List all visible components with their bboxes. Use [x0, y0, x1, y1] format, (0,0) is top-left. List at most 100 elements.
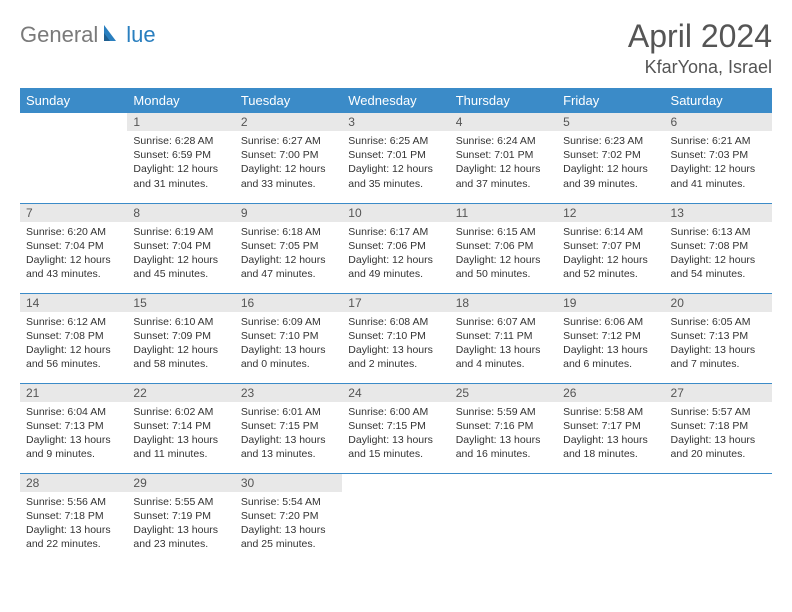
daylight-text-2: and 20 minutes.	[671, 447, 766, 461]
day-number: 12	[557, 204, 664, 222]
weekday-header: Monday	[127, 88, 234, 113]
day-number: 29	[127, 474, 234, 492]
day-details: Sunrise: 6:24 AMSunset: 7:01 PMDaylight:…	[450, 131, 557, 195]
sunrise-text: Sunrise: 5:58 AM	[563, 405, 658, 419]
sunrise-text: Sunrise: 6:06 AM	[563, 315, 658, 329]
daylight-text: Daylight: 12 hours	[26, 253, 121, 267]
day-number: 19	[557, 294, 664, 312]
daylight-text-2: and 39 minutes.	[563, 177, 658, 191]
day-number: 14	[20, 294, 127, 312]
sunset-text: Sunset: 7:15 PM	[348, 419, 443, 433]
daylight-text: Daylight: 12 hours	[241, 162, 336, 176]
sunrise-text: Sunrise: 6:17 AM	[348, 225, 443, 239]
sunset-text: Sunset: 7:02 PM	[563, 148, 658, 162]
calendar-cell: 30Sunrise: 5:54 AMSunset: 7:20 PMDayligh…	[235, 473, 342, 563]
daylight-text: Daylight: 13 hours	[563, 343, 658, 357]
day-details: Sunrise: 6:23 AMSunset: 7:02 PMDaylight:…	[557, 131, 664, 195]
calendar-table: Sunday Monday Tuesday Wednesday Thursday…	[20, 88, 772, 563]
sunrise-text: Sunrise: 6:10 AM	[133, 315, 228, 329]
calendar-cell: 20Sunrise: 6:05 AMSunset: 7:13 PMDayligh…	[665, 293, 772, 383]
daylight-text-2: and 25 minutes.	[241, 537, 336, 551]
weekday-header: Saturday	[665, 88, 772, 113]
daylight-text-2: and 41 minutes.	[671, 177, 766, 191]
calendar-cell: 16Sunrise: 6:09 AMSunset: 7:10 PMDayligh…	[235, 293, 342, 383]
day-number: 16	[235, 294, 342, 312]
calendar-cell: 21Sunrise: 6:04 AMSunset: 7:13 PMDayligh…	[20, 383, 127, 473]
day-details: Sunrise: 6:09 AMSunset: 7:10 PMDaylight:…	[235, 312, 342, 376]
sunset-text: Sunset: 7:18 PM	[671, 419, 766, 433]
daylight-text-2: and 18 minutes.	[563, 447, 658, 461]
sunrise-text: Sunrise: 6:13 AM	[671, 225, 766, 239]
sunrise-text: Sunrise: 5:55 AM	[133, 495, 228, 509]
daylight-text-2: and 35 minutes.	[348, 177, 443, 191]
sunset-text: Sunset: 7:13 PM	[671, 329, 766, 343]
day-details: Sunrise: 6:20 AMSunset: 7:04 PMDaylight:…	[20, 222, 127, 286]
day-number: 24	[342, 384, 449, 402]
calendar-cell: 18Sunrise: 6:07 AMSunset: 7:11 PMDayligh…	[450, 293, 557, 383]
calendar-cell: 29Sunrise: 5:55 AMSunset: 7:19 PMDayligh…	[127, 473, 234, 563]
calendar-cell: 11Sunrise: 6:15 AMSunset: 7:06 PMDayligh…	[450, 203, 557, 293]
sunset-text: Sunset: 7:07 PM	[563, 239, 658, 253]
sunset-text: Sunset: 7:11 PM	[456, 329, 551, 343]
day-details: Sunrise: 6:28 AMSunset: 6:59 PMDaylight:…	[127, 131, 234, 195]
calendar-cell: 23Sunrise: 6:01 AMSunset: 7:15 PMDayligh…	[235, 383, 342, 473]
day-details: Sunrise: 6:08 AMSunset: 7:10 PMDaylight:…	[342, 312, 449, 376]
daylight-text-2: and 0 minutes.	[241, 357, 336, 371]
day-details: Sunrise: 6:15 AMSunset: 7:06 PMDaylight:…	[450, 222, 557, 286]
daylight-text-2: and 52 minutes.	[563, 267, 658, 281]
sunset-text: Sunset: 7:15 PM	[241, 419, 336, 433]
sunset-text: Sunset: 7:18 PM	[26, 509, 121, 523]
calendar-cell: 8Sunrise: 6:19 AMSunset: 7:04 PMDaylight…	[127, 203, 234, 293]
day-number: 20	[665, 294, 772, 312]
daylight-text: Daylight: 13 hours	[671, 343, 766, 357]
daylight-text-2: and 50 minutes.	[456, 267, 551, 281]
sunrise-text: Sunrise: 6:04 AM	[26, 405, 121, 419]
calendar-cell	[342, 473, 449, 563]
daylight-text-2: and 11 minutes.	[133, 447, 228, 461]
calendar-row: 1Sunrise: 6:28 AMSunset: 6:59 PMDaylight…	[20, 113, 772, 203]
sunset-text: Sunset: 7:04 PM	[133, 239, 228, 253]
daylight-text: Daylight: 12 hours	[133, 343, 228, 357]
calendar-row: 7Sunrise: 6:20 AMSunset: 7:04 PMDaylight…	[20, 203, 772, 293]
daylight-text-2: and 23 minutes.	[133, 537, 228, 551]
calendar-cell: 2Sunrise: 6:27 AMSunset: 7:00 PMDaylight…	[235, 113, 342, 203]
day-number: 23	[235, 384, 342, 402]
day-number: 8	[127, 204, 234, 222]
day-details: Sunrise: 6:01 AMSunset: 7:15 PMDaylight:…	[235, 402, 342, 466]
weekday-header: Sunday	[20, 88, 127, 113]
daylight-text-2: and 33 minutes.	[241, 177, 336, 191]
sunrise-text: Sunrise: 6:27 AM	[241, 134, 336, 148]
sunset-text: Sunset: 7:09 PM	[133, 329, 228, 343]
calendar-cell	[450, 473, 557, 563]
daylight-text: Daylight: 13 hours	[456, 433, 551, 447]
sunrise-text: Sunrise: 6:01 AM	[241, 405, 336, 419]
daylight-text-2: and 37 minutes.	[456, 177, 551, 191]
day-details: Sunrise: 6:06 AMSunset: 7:12 PMDaylight:…	[557, 312, 664, 376]
daylight-text-2: and 43 minutes.	[26, 267, 121, 281]
calendar-cell: 12Sunrise: 6:14 AMSunset: 7:07 PMDayligh…	[557, 203, 664, 293]
header: General lue April 2024 KfarYona, Israel	[20, 18, 772, 78]
day-details: Sunrise: 6:02 AMSunset: 7:14 PMDaylight:…	[127, 402, 234, 466]
sunset-text: Sunset: 7:16 PM	[456, 419, 551, 433]
daylight-text: Daylight: 13 hours	[563, 433, 658, 447]
daylight-text: Daylight: 12 hours	[241, 253, 336, 267]
title-block: April 2024 KfarYona, Israel	[628, 18, 772, 78]
day-number: 30	[235, 474, 342, 492]
calendar-cell	[665, 473, 772, 563]
logo-text-blue: lue	[126, 22, 155, 48]
calendar-cell: 14Sunrise: 6:12 AMSunset: 7:08 PMDayligh…	[20, 293, 127, 383]
daylight-text: Daylight: 13 hours	[671, 433, 766, 447]
daylight-text: Daylight: 12 hours	[456, 162, 551, 176]
calendar-cell: 28Sunrise: 5:56 AMSunset: 7:18 PMDayligh…	[20, 473, 127, 563]
calendar-body: 1Sunrise: 6:28 AMSunset: 6:59 PMDaylight…	[20, 113, 772, 563]
sunrise-text: Sunrise: 6:21 AM	[671, 134, 766, 148]
sunset-text: Sunset: 7:08 PM	[26, 329, 121, 343]
sunrise-text: Sunrise: 6:24 AM	[456, 134, 551, 148]
day-number: 2	[235, 113, 342, 131]
calendar-cell: 27Sunrise: 5:57 AMSunset: 7:18 PMDayligh…	[665, 383, 772, 473]
daylight-text: Daylight: 12 hours	[133, 162, 228, 176]
day-number: 9	[235, 204, 342, 222]
daylight-text: Daylight: 12 hours	[563, 253, 658, 267]
daylight-text: Daylight: 13 hours	[241, 343, 336, 357]
day-number: 10	[342, 204, 449, 222]
